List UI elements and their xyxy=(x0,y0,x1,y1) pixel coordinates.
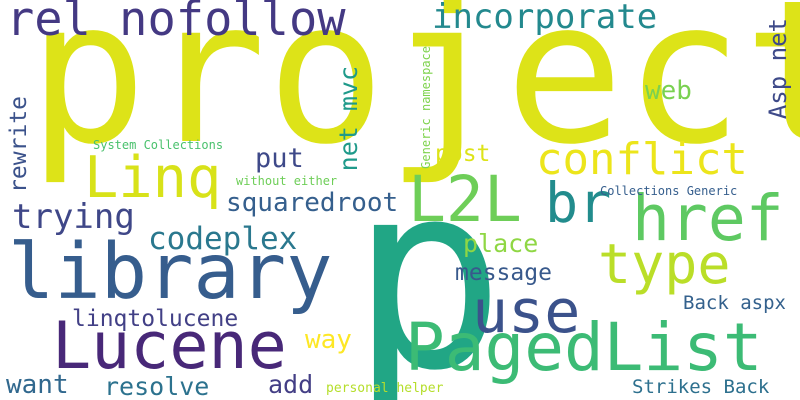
word-rel-nofollow: rel nofollow xyxy=(6,0,346,47)
word-trying: trying xyxy=(12,197,135,237)
word-use: use xyxy=(472,277,581,347)
word-resolve: resolve xyxy=(104,372,210,400)
word-linq: Linq xyxy=(84,145,222,211)
word-system-collections: System Collections xyxy=(93,138,224,152)
word-put: put xyxy=(255,143,304,174)
word-project: project xyxy=(28,0,800,188)
word-without-either: without either xyxy=(236,174,338,188)
word-message: message xyxy=(455,260,552,286)
word-rewrite: rewrite xyxy=(6,96,32,193)
word-library: library xyxy=(8,228,333,317)
word-lucene: Lucene xyxy=(52,309,287,384)
word-generic-namespace: Generic namespace xyxy=(419,46,433,169)
word-web: web xyxy=(645,76,692,106)
word-strikes-back: Strikes Back xyxy=(632,376,770,398)
word-add: add xyxy=(268,370,314,399)
word-conflict: conflict xyxy=(536,134,748,185)
word-place: place xyxy=(463,229,539,258)
word-codeplex: codeplex xyxy=(148,221,298,257)
word-personal-helper: personal helper xyxy=(326,381,444,396)
word-type: type xyxy=(598,232,731,296)
word-br: br xyxy=(545,171,612,235)
word-way: way xyxy=(305,325,352,355)
word-l2l: L2L xyxy=(408,163,522,236)
word-net-mvc: net mvc xyxy=(334,66,363,172)
word-href: href xyxy=(632,182,784,255)
word-incorporate: incorporate xyxy=(432,0,658,37)
word-want: want xyxy=(6,370,69,400)
word-squaredroot: squaredroot xyxy=(226,188,399,218)
word-collections-generic: Collections Generic xyxy=(600,184,738,198)
word-p: p xyxy=(350,127,506,400)
word-linqtolucene: linqtolucene xyxy=(72,306,239,332)
word-post: post xyxy=(435,141,491,167)
word-back-aspx: Back aspx xyxy=(683,292,786,314)
word-asp-net: Asp net xyxy=(764,18,792,120)
word-pagedlist: PagedList xyxy=(405,309,763,386)
